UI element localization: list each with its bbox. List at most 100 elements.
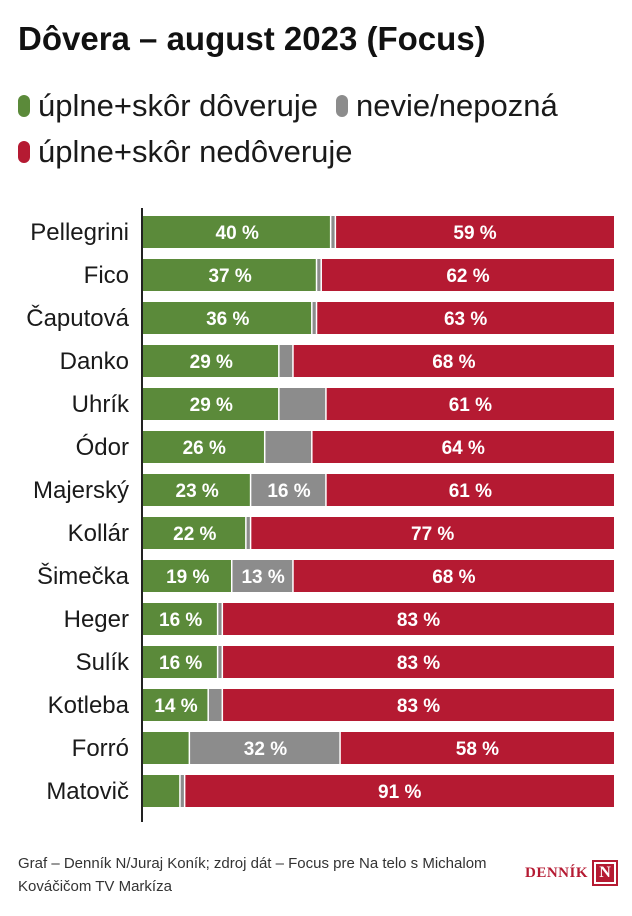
- bar-segment: [143, 560, 231, 592]
- bar-segment: [185, 775, 614, 807]
- data-label: 32 %: [244, 739, 287, 760]
- data-label: 22 %: [173, 524, 216, 545]
- data-label: 83 %: [397, 696, 440, 717]
- bar-segment: [293, 345, 614, 377]
- bar-segment: [143, 431, 264, 463]
- category-label: Kollár: [68, 520, 129, 547]
- data-label: 61 %: [449, 481, 492, 502]
- data-label: 61 %: [449, 395, 492, 416]
- bar-segment: [143, 775, 180, 807]
- legend-label-unknown: nevie/nepozná: [356, 88, 558, 123]
- data-label: 36 %: [206, 309, 249, 330]
- legend-swatch-distrust: [18, 141, 30, 163]
- bar-segment: [340, 732, 614, 764]
- bar-segment: [218, 646, 222, 678]
- bar-segment: [232, 560, 293, 592]
- bar-segment: [251, 474, 326, 506]
- bar-segment: [331, 216, 335, 248]
- data-label: 62 %: [446, 266, 489, 287]
- bar-segment: [143, 646, 217, 678]
- category-label: Kotleba: [48, 692, 130, 719]
- bar-segment: [312, 302, 316, 334]
- data-label: 91 %: [378, 782, 421, 803]
- data-label: 37 %: [208, 266, 251, 287]
- bar-segment: [321, 259, 614, 291]
- bar-segment: [143, 302, 312, 334]
- data-label: 83 %: [397, 653, 440, 674]
- bar-segment: [293, 560, 614, 592]
- bar-segment: [317, 302, 614, 334]
- data-label: 29 %: [190, 395, 233, 416]
- category-label: Uhrík: [72, 391, 130, 418]
- data-label: 26 %: [183, 438, 226, 459]
- bar-segment: [279, 388, 326, 420]
- bar-segment: [246, 517, 250, 549]
- bar-chart: Pellegrini 40 % 59 % Fico 37 % 62 % Čaputová 36…: [26, 208, 614, 822]
- category-label: Forró: [72, 735, 129, 762]
- category-label: Heger: [64, 606, 129, 633]
- bar-segment: [223, 646, 614, 678]
- legend-swatch-trust: [18, 95, 30, 117]
- data-label: 16 %: [267, 481, 310, 502]
- legend-row-1: úplne+skôr dôveruje nevie/nepozná: [18, 88, 576, 124]
- data-label: 16 %: [159, 610, 202, 631]
- bar-segment: [143, 732, 189, 764]
- category-label: Matovič: [46, 778, 129, 805]
- category-label: Šimečka: [37, 562, 130, 590]
- legend-label-trust: úplne+skôr dôveruje: [38, 88, 319, 123]
- category-label: Ódor: [76, 434, 129, 461]
- data-label: 40 %: [216, 223, 259, 244]
- data-label: 19 %: [166, 567, 209, 588]
- bar-segment: [143, 603, 217, 635]
- data-label: 13 %: [241, 567, 284, 588]
- bar-segment: [143, 388, 279, 420]
- category-label: Sulík: [76, 649, 130, 676]
- dennik-n-logo: DENNÍK N: [508, 858, 618, 888]
- bar-segment: [143, 216, 330, 248]
- legend-item-distrust: úplne+skôr nedôveruje: [18, 134, 353, 170]
- bar-segment: [143, 474, 250, 506]
- bar-segment: [190, 732, 340, 764]
- bar-segment: [336, 216, 614, 248]
- bar-segment: [180, 775, 184, 807]
- bar-segment: [143, 517, 246, 549]
- data-label: 64 %: [442, 438, 485, 459]
- legend-item-trust: úplne+skôr dôveruje: [18, 88, 318, 124]
- data-label: 59 %: [453, 223, 496, 244]
- legend-item-unknown: nevie/nepozná: [336, 88, 558, 124]
- category-label: Čaputová: [26, 304, 129, 332]
- legend-row-2: úplne+skôr nedôveruje: [18, 134, 371, 170]
- bar-segment: [143, 259, 316, 291]
- data-label: 68 %: [432, 567, 475, 588]
- data-label: 63 %: [444, 309, 487, 330]
- bar-segment: [279, 345, 293, 377]
- data-label: 83 %: [397, 610, 440, 631]
- bar-segment: [326, 388, 614, 420]
- logo-mark: N: [594, 862, 616, 884]
- data-label: 23 %: [176, 481, 219, 502]
- bar-segment: [143, 689, 208, 721]
- bar-segment: [312, 431, 614, 463]
- bar-segment: [326, 474, 614, 506]
- logo-text: DENNÍK: [524, 864, 588, 881]
- data-label: 68 %: [432, 352, 475, 373]
- category-label: Majerský: [33, 477, 129, 504]
- legend-swatch-unknown: [336, 95, 349, 117]
- chart-title: Dôvera – august 2023 (Focus): [18, 20, 486, 57]
- category-label: Danko: [60, 348, 129, 375]
- bar-segment: [317, 259, 321, 291]
- data-label: 29 %: [190, 352, 233, 373]
- bar-segment: [265, 431, 312, 463]
- category-label: Fico: [84, 262, 129, 289]
- data-label: 77 %: [411, 524, 454, 545]
- legend-label-distrust: úplne+skôr nedôveruje: [38, 134, 353, 169]
- bar-segment: [218, 603, 222, 635]
- data-label: 16 %: [159, 653, 202, 674]
- data-label: 14 %: [154, 696, 197, 717]
- source-footer: Graf – Denník N/Juraj Koník; zdroj dát –…: [18, 855, 487, 895]
- bar-segment: [208, 689, 222, 721]
- bar-segment: [223, 603, 614, 635]
- bar-segment: [251, 517, 614, 549]
- data-label: 58 %: [456, 739, 499, 760]
- category-label: Pellegrini: [30, 219, 129, 246]
